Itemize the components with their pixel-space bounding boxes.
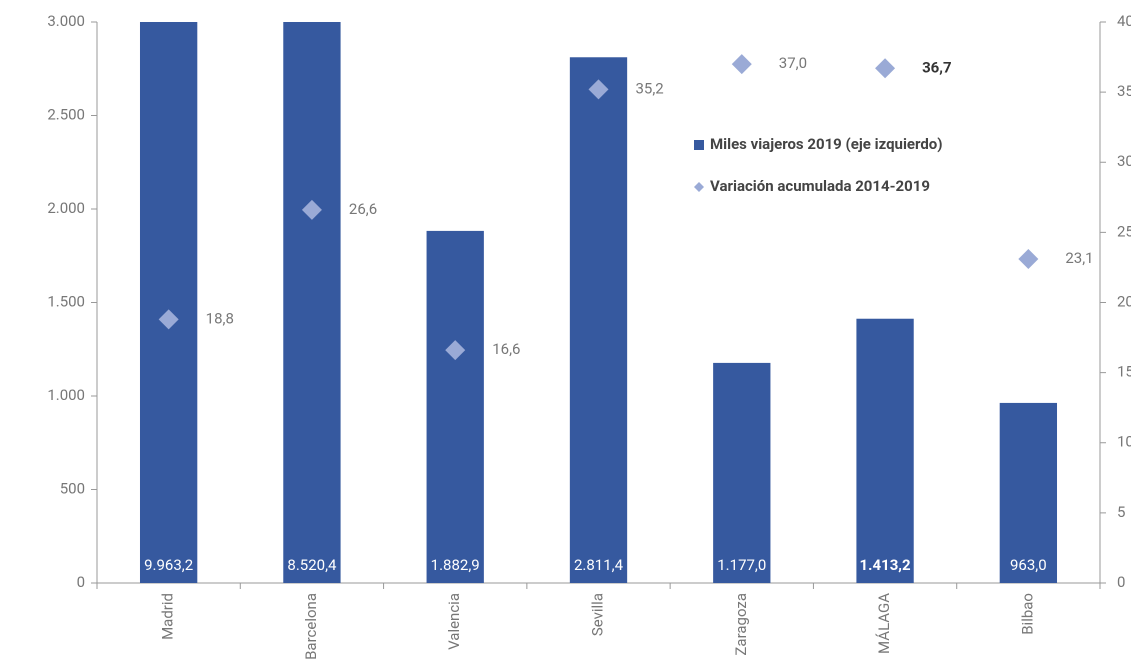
bar	[283, 22, 341, 583]
diamond-marker	[875, 58, 896, 79]
x-tick-label: Bilbao	[1018, 593, 1036, 635]
x-tick-label: Sevilla	[588, 593, 606, 636]
x-tick-label: Barcelona	[302, 593, 320, 660]
y2-tick-label: 30	[1117, 152, 1131, 170]
x-tick-label: Zaragoza	[732, 593, 750, 656]
bar	[139, 22, 198, 583]
y2-tick-label: 0	[1117, 573, 1125, 591]
point-value-label: 16,6	[492, 340, 520, 358]
y2-tick-label: 10	[1117, 433, 1131, 451]
y2-tick-label: 25	[1117, 222, 1131, 240]
legend-swatch	[694, 140, 704, 150]
y-tick-label: 1.000	[47, 386, 85, 404]
bar-value-label: 1.177,0	[717, 556, 766, 574]
diamond-marker	[445, 340, 466, 361]
legend-label: Miles viajeros 2019 (eje izquierdo)	[710, 135, 943, 153]
y2-tick-label: 40	[1117, 12, 1131, 30]
y2-tick-label: 20	[1117, 292, 1131, 310]
bar-value-label: 8.520,4	[287, 556, 337, 574]
point-value-label: 35,2	[636, 79, 664, 97]
y-tick-label: 500	[60, 479, 85, 497]
point-value-label: 37,0	[779, 54, 807, 72]
point-value-label: 23,1	[1065, 249, 1093, 267]
y2-tick-label: 5	[1117, 503, 1125, 521]
y2-tick-label: 15	[1117, 363, 1131, 381]
bar	[569, 57, 628, 584]
point-value-label: 36,7	[922, 58, 952, 76]
y-tick-label: 2.000	[47, 199, 85, 217]
diamond-marker	[158, 309, 179, 330]
point-value-label: 18,8	[206, 309, 234, 327]
bar-value-label: 1.882,9	[431, 556, 480, 574]
bar	[713, 362, 771, 583]
point-value-label: 26,6	[349, 200, 377, 218]
x-tick-label: Valencia	[445, 593, 463, 650]
legend-label: Variación acumulada 2014-2019	[710, 177, 930, 195]
bar-value-label: 1.413,2	[860, 556, 911, 574]
y-tick-label: 1.500	[47, 292, 85, 310]
diamond-marker	[301, 199, 322, 220]
y-tick-label: 0	[77, 573, 85, 591]
y-tick-label: 2.500	[47, 105, 85, 123]
bar	[426, 230, 484, 583]
bar-value-label: 2.811,4	[574, 556, 624, 574]
bar-value-label: 9.963,2	[144, 556, 193, 574]
bar	[999, 402, 1058, 583]
x-tick-label: Madrid	[159, 593, 177, 640]
diamond-marker	[1018, 249, 1039, 270]
y-tick-label: 3.000	[47, 12, 85, 30]
diamond-marker	[588, 79, 609, 100]
x-tick-label: MÁLAGA	[875, 593, 893, 654]
legend-swatch	[694, 182, 704, 192]
y2-tick-label: 35	[1117, 82, 1131, 100]
diamond-marker	[731, 54, 752, 75]
bar-value-label: 963,0	[1010, 556, 1047, 574]
bar	[856, 318, 914, 583]
